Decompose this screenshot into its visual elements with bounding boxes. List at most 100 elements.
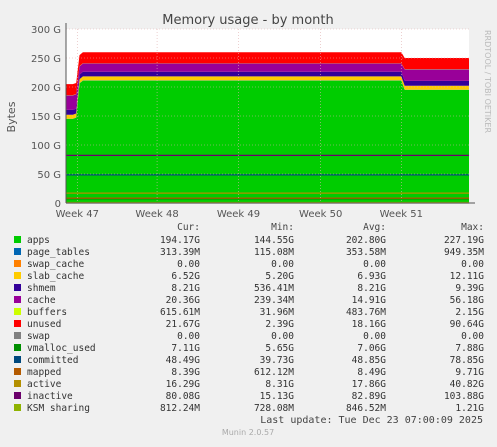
x-tick-label: Week 51 <box>380 209 423 220</box>
legend-swatch <box>14 260 21 267</box>
plot-area <box>66 52 469 204</box>
legend-series-name: active <box>27 379 62 390</box>
legend-series-name: shmem <box>27 283 56 294</box>
legend-series-name: swap_cache <box>27 259 84 270</box>
y-tick-label: 150 G <box>31 112 61 123</box>
y-tick-label: 100 G <box>31 141 61 152</box>
legend-value: 812.24M <box>160 403 200 414</box>
legend-series-name: apps <box>27 235 50 246</box>
legend-series-name: page_tables <box>27 247 90 258</box>
legend-value: 536.41M <box>254 283 294 294</box>
legend-swatch <box>14 332 21 339</box>
legend-swatch <box>14 404 21 411</box>
legend-series-name: inactive <box>27 391 73 402</box>
legend-value: 0.00 <box>461 259 484 270</box>
legend-value: 2.39G <box>265 319 294 330</box>
legend-series-name: committed <box>27 355 78 366</box>
legend-swatch <box>14 296 21 303</box>
legend-swatch <box>14 308 21 315</box>
legend-value: 48.49G <box>166 355 201 366</box>
x-tick-label: Week 49 <box>217 209 260 220</box>
legend-swatch <box>14 392 21 399</box>
legend-value: 82.89G <box>352 391 387 402</box>
legend-value: 40.82G <box>450 379 485 390</box>
legend-value: 0.00 <box>363 259 386 270</box>
legend-swatch <box>14 344 21 351</box>
legend-value: 80.08G <box>166 391 201 402</box>
area-cache <box>66 63 469 110</box>
legend-value: 39.73G <box>260 355 295 366</box>
legend-value: 5.20G <box>265 271 294 282</box>
legend-value: 8.21G <box>171 283 200 294</box>
area-apps <box>66 80 469 203</box>
legend-series-name: cache <box>27 295 56 306</box>
legend-swatch <box>14 368 21 375</box>
legend-value: 7.06G <box>357 343 386 354</box>
y-tick-label: 50 G <box>37 170 61 181</box>
x-tick-label: Week 50 <box>299 209 342 220</box>
legend-value: 17.86G <box>352 379 387 390</box>
legend-value: 483.76M <box>346 307 386 318</box>
legend-series-name: KSM sharing <box>27 403 90 414</box>
legend-value: 227.19G <box>444 235 484 246</box>
legend-value: 21.67G <box>166 319 201 330</box>
legend-value: 7.11G <box>171 343 200 354</box>
legend-swatch <box>14 236 21 243</box>
legend-value: 2.15G <box>455 307 484 318</box>
rrdtool-credit: RRDTOOL / TOBI OETIKER <box>483 30 492 133</box>
legend-value: 8.31G <box>265 379 294 390</box>
legend-value: 8.21G <box>357 283 386 294</box>
legend-value: 14.91G <box>352 295 387 306</box>
legend-value: 0.00 <box>177 259 200 270</box>
legend-value: 56.18G <box>450 295 485 306</box>
legend-value: 9.39G <box>455 283 484 294</box>
y-tick-label: 250 G <box>31 54 61 65</box>
legend-value: 202.80G <box>346 235 386 246</box>
legend-value: 239.34M <box>254 295 294 306</box>
legend-value: 353.58M <box>346 247 386 258</box>
legend-swatch <box>14 284 21 291</box>
legend-value: 6.52G <box>171 271 200 282</box>
legend-value: 0.00 <box>271 331 294 342</box>
legend-value: 115.08M <box>254 247 294 258</box>
last-update-label: Last update: Tue Dec 23 07:00:09 2025 <box>260 415 483 426</box>
munin-version: Munin 2.0.57 <box>222 428 274 437</box>
legend-value: 48.85G <box>352 355 387 366</box>
legend-value: 103.88G <box>444 391 484 402</box>
legend-value: 313.39M <box>160 247 200 258</box>
legend-value: 7.88G <box>455 343 484 354</box>
legend-value: 1.21G <box>455 403 484 414</box>
legend-value: 612.12M <box>254 367 294 378</box>
legend-value: 20.36G <box>166 295 201 306</box>
legend-value: 16.29G <box>166 379 201 390</box>
legend-value: 144.55G <box>254 235 294 246</box>
legend-series-name: slab_cache <box>27 271 84 282</box>
legend-value: 12.11G <box>450 271 485 282</box>
legend-series-name: buffers <box>27 307 67 318</box>
legend-value: 78.85G <box>450 355 485 366</box>
y-axis-label: Bytes <box>5 101 18 132</box>
legend-header: Avg: <box>363 222 386 233</box>
legend-value: 949.35M <box>444 247 484 258</box>
legend-value: 615.61M <box>160 307 200 318</box>
area-shmem <box>66 71 469 115</box>
legend-value: 8.39G <box>171 367 200 378</box>
legend-value: 8.49G <box>357 367 386 378</box>
legend-value: 6.93G <box>357 271 386 282</box>
axes: 0 50 G 100 G 150 G 200 G 250 G 300 G Week 47 Wee… <box>31 23 475 220</box>
x-tick-label: Week 47 <box>56 209 99 220</box>
legend-header: Min: <box>271 222 294 233</box>
legend-value: 0.00 <box>461 331 484 342</box>
legend-series-name: vmalloc_used <box>27 343 96 354</box>
x-tick-label: Week 48 <box>135 209 178 220</box>
legend-value: 90.64G <box>450 319 485 330</box>
legend-swatch <box>14 356 21 363</box>
legend-value: 15.13G <box>260 391 295 402</box>
legend-swatch <box>14 320 21 327</box>
legend-value: 728.08M <box>254 403 294 414</box>
area-unused <box>66 52 469 96</box>
legend-swatch <box>14 272 21 279</box>
chart-title: Memory usage - by month <box>162 13 333 28</box>
